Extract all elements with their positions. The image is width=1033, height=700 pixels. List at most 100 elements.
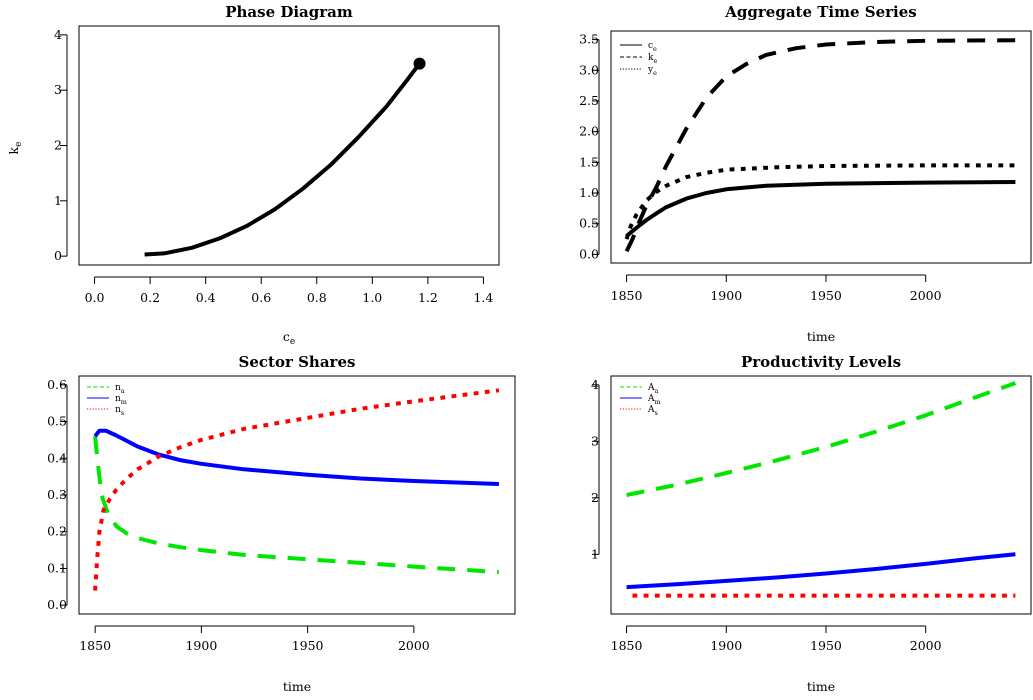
x-axis: 1850 1900 1950 2000 (611, 625, 942, 653)
y-tick-label: 3.5 (579, 32, 599, 47)
y-axis: 0.0 0.1 0.2 0.3 0.4 0.5 0.6 (47, 377, 68, 612)
x-tick-label: 0.4 (196, 290, 216, 305)
legend-label: Aa (647, 383, 659, 395)
x-axis-label-main: c (283, 329, 290, 344)
legend-label: ce (648, 41, 657, 53)
x-tick-label: 1.0 (362, 290, 382, 305)
y-tick-label: 4 (54, 27, 62, 42)
legend-label-main: c (648, 41, 653, 51)
legend-label-sub: m (121, 398, 127, 406)
y-tick-label: 0.3 (47, 487, 67, 502)
y-tick-label: 2 (54, 138, 62, 153)
series-line-main (144, 62, 422, 257)
y-tick-label: 2 (591, 490, 599, 505)
y-tick-label: 0.2 (47, 524, 67, 539)
x-axis-label: time (283, 679, 311, 694)
x-axis-label: ce (283, 329, 295, 347)
x-tick-label: 2000 (910, 638, 942, 653)
legend-label-sub: e (653, 69, 657, 77)
chart-title: Aggregate Time Series (724, 3, 916, 21)
y-tick-label: 0.0 (47, 597, 67, 612)
legend-label-main: n (115, 383, 121, 393)
x-axis-label-main: time (807, 679, 835, 694)
y-tick-label: 2.0 (579, 124, 599, 139)
legend-label-main: A (647, 394, 655, 404)
chart-title: Productivity Levels (741, 353, 901, 371)
legend-label: Am (647, 394, 661, 406)
x-tick-label: 0.8 (307, 290, 327, 305)
x-tick-label: 2000 (398, 638, 430, 653)
x-tick-label: 1.4 (473, 290, 493, 305)
series-line-n-a (93, 436, 500, 575)
plot-frame (78, 375, 516, 615)
y-tick-label: 3 (54, 82, 62, 97)
legend-label-main: n (115, 405, 121, 415)
x-tick-label: 2000 (910, 288, 942, 303)
aggregate-time-series-chart: Aggregate Time Series 1850 1900 1950 2000 tim… (579, 3, 1032, 344)
legend-label: ke (648, 53, 657, 65)
y-axis-label-main: k (6, 146, 21, 154)
y-axis-label-sub: e (14, 142, 24, 147)
x-axis-label-main: time (807, 329, 835, 344)
x-tick-label: 1950 (292, 638, 324, 653)
x-tick-label: 1900 (710, 638, 742, 653)
series-line-n-s (93, 388, 500, 591)
x-tick-label: 1.2 (418, 290, 438, 305)
legend-label-sub: e (653, 57, 657, 65)
legend-label-main: k (648, 53, 654, 63)
legend-label-main: A (647, 405, 655, 415)
y-tick-label: 0.1 (47, 560, 67, 575)
legend-label-sub: m (655, 398, 661, 406)
x-axis-label-main: time (283, 679, 311, 694)
plot-frame (78, 25, 500, 266)
y-tick-label: 1.0 (579, 185, 599, 200)
legend-label-main: y (647, 65, 654, 75)
x-tick-label: 1850 (611, 638, 643, 653)
legend-label-sub: s (655, 409, 658, 417)
series-line-A-m (626, 552, 1016, 590)
legend-label: na (115, 383, 125, 395)
y-tick-label: 3.0 (579, 62, 599, 77)
series-line-A-a (626, 381, 1017, 497)
plot-frame (610, 375, 1032, 615)
series-line-n-m (93, 428, 499, 486)
x-axis: 0.0 0.2 0.4 0.6 0.8 1.0 1.2 1.4 (85, 276, 493, 305)
x-tick-label: 1950 (810, 288, 842, 303)
legend-label: nm (115, 394, 127, 406)
x-axis-label: time (807, 679, 835, 694)
y-tick-label: 1 (54, 193, 62, 208)
end-point-marker (413, 57, 426, 70)
x-axis-label-sub: e (290, 337, 295, 347)
legend-label-sub: e (653, 45, 657, 53)
legend-label-sub: a (121, 387, 125, 395)
x-axis-label: time (807, 329, 835, 344)
x-tick-label: 1900 (185, 638, 217, 653)
y-tick-label: 3 (591, 433, 599, 448)
x-tick-label: 1900 (710, 288, 742, 303)
y-axis: 1 2 3 4 (591, 377, 600, 561)
legend-label: ye (647, 65, 657, 77)
legend-label: ns (115, 405, 124, 417)
x-tick-label: 0.2 (140, 290, 160, 305)
y-axis: 0.0 0.5 1.0 1.5 2.0 2.5 3.0 3.5 (579, 32, 600, 261)
y-tick-label: 1 (591, 546, 599, 561)
y-tick-label: 0.0 (579, 246, 599, 261)
x-tick-label: 1850 (611, 288, 643, 303)
x-axis: 1850 1900 1950 2000 (611, 274, 942, 303)
chart-title: Phase Diagram (225, 3, 353, 21)
series-line-c-e (625, 180, 1016, 238)
productivity-levels-chart: Productivity Levels 1850 1900 1950 2000 time 1… (591, 353, 1032, 694)
series-line-k-e (624, 38, 1016, 253)
x-tick-label: 1950 (810, 638, 842, 653)
legend-label-sub: s (121, 409, 124, 417)
legend-label-sub: a (655, 387, 659, 395)
y-tick-label: 0.6 (47, 377, 67, 392)
legend-label-main: A (647, 383, 655, 393)
y-tick-label: 1.5 (579, 154, 599, 169)
y-tick-label: 0.4 (47, 450, 67, 465)
